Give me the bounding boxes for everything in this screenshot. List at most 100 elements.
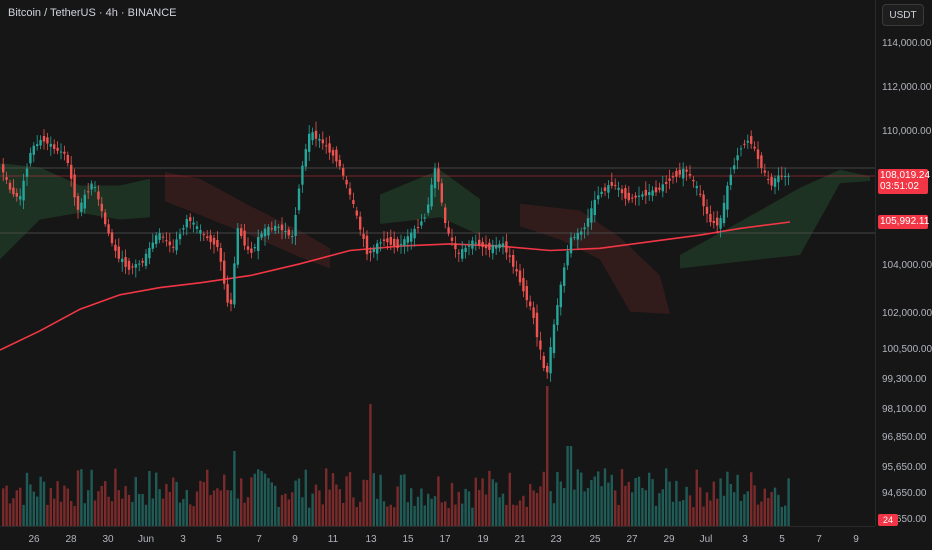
candle-body — [624, 188, 627, 199]
candle-body — [512, 255, 515, 267]
candle-body — [144, 253, 148, 266]
volume-bar — [583, 491, 586, 526]
volume-bar — [416, 496, 420, 526]
volume-bar — [348, 472, 352, 526]
candle-body — [403, 239, 406, 246]
time-tick-label: 19 — [477, 534, 489, 545]
volume-bar — [767, 498, 770, 526]
volume-bar — [641, 487, 644, 526]
candle-body — [178, 234, 182, 240]
volume-bar — [399, 474, 403, 526]
volume-bar — [556, 472, 559, 526]
volume-bar — [178, 502, 182, 526]
currency-button[interactable]: USDT — [882, 4, 924, 26]
candle-body — [787, 175, 790, 177]
volume-bar — [39, 476, 42, 526]
volume-bar — [501, 493, 505, 526]
volume-bar — [770, 491, 773, 526]
volume-bar — [49, 488, 52, 526]
candle-body — [682, 168, 685, 179]
volume-bar — [580, 472, 583, 526]
candle-body — [257, 237, 260, 251]
candle-body — [597, 195, 600, 200]
candle-body — [12, 187, 15, 195]
candle-body — [467, 245, 471, 247]
candle-body — [505, 241, 508, 253]
candle-body — [260, 233, 263, 238]
volume-bar — [219, 490, 222, 526]
volume-bar — [2, 488, 5, 526]
candle-body — [134, 264, 137, 268]
volume-bar — [444, 501, 447, 526]
candle-body — [491, 244, 494, 254]
volume-bar — [342, 503, 345, 526]
volume-bar — [379, 474, 382, 526]
candle-body — [223, 260, 226, 284]
volume-bar — [777, 494, 780, 526]
volume-bar — [461, 503, 464, 526]
volume-bar — [682, 500, 685, 526]
candle-body — [450, 237, 454, 241]
candle-body — [695, 186, 698, 189]
volume-bar — [729, 484, 732, 526]
volume-bar — [457, 491, 460, 526]
volume-bar — [760, 501, 763, 526]
time-axis[interactable]: 26 28 30 Jun 3 5 7 9 11 13 15 17 19 21 23 25 27 29 Jul 3 5 7 9 — [0, 526, 875, 550]
volume-bar — [263, 473, 267, 526]
candle-body — [138, 263, 141, 265]
candle-body — [495, 245, 498, 249]
volume-bar — [661, 489, 664, 526]
candle-body — [59, 151, 63, 153]
time-tick-label: 5 — [216, 534, 222, 545]
volume-bar — [546, 386, 549, 526]
candle-body — [634, 195, 637, 198]
candle-body — [352, 200, 355, 204]
price-chart-plot[interactable] — [0, 0, 875, 526]
volume-bar — [637, 476, 641, 526]
volume-bar — [236, 498, 239, 526]
symbol-title[interactable]: Bitcoin / TetherUS · 4h · BINANCE — [8, 7, 177, 19]
volume-bar — [658, 493, 661, 526]
volume-bar — [223, 474, 226, 526]
volume-bar — [396, 486, 399, 526]
candle-body — [328, 143, 331, 153]
volume-bar — [450, 483, 454, 526]
volume-bar — [756, 504, 760, 526]
volume-bar — [413, 505, 416, 526]
candle-body — [131, 266, 134, 268]
volume-bar — [549, 491, 552, 526]
moving-average-line — [0, 221, 791, 351]
volume-bar — [42, 481, 46, 526]
candle-body — [522, 277, 525, 292]
volume-bar — [566, 446, 569, 526]
volume-bar — [474, 477, 477, 526]
price-scale[interactable]: 114,000.00 112,000.00 110,000.00 104,000.00… — [875, 0, 932, 526]
volume-bar — [739, 500, 743, 526]
candle-body — [658, 187, 661, 190]
candle-body — [379, 242, 382, 244]
candle-body — [240, 228, 243, 236]
candle-body — [770, 176, 773, 186]
volume-bar — [107, 496, 110, 526]
candle-body — [83, 194, 86, 209]
candle-body — [614, 184, 617, 186]
candle-body — [2, 164, 5, 173]
time-tick-label: 3 — [742, 534, 748, 545]
candle-body — [284, 231, 287, 232]
candle-body — [437, 168, 440, 182]
volume-bar — [726, 471, 729, 526]
volume-bar — [73, 506, 76, 526]
volume-bar — [301, 497, 304, 526]
volume-bar — [206, 469, 209, 526]
price-tick-label: 110,000.00 — [882, 126, 932, 137]
volume-bar — [784, 505, 787, 526]
volume-bar — [586, 488, 590, 526]
volume-bar — [620, 469, 624, 526]
volume-bar — [274, 485, 277, 526]
volume-bar — [172, 477, 175, 526]
price-tick-label: 112,000.00 — [882, 82, 932, 93]
candle-body — [719, 218, 722, 229]
volume-bar — [182, 499, 185, 526]
time-tick-label: 7 — [816, 534, 822, 545]
candle-body — [780, 175, 783, 177]
